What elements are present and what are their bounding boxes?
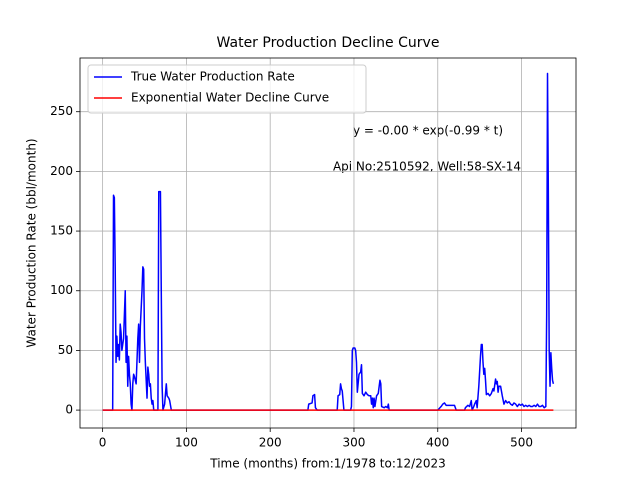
x-axis-label: Time (months) from:1/1978 to:12/2023 (209, 457, 446, 471)
annotation: Api No:2510592, Well:58-SX-14 (333, 160, 521, 174)
y-tick-label: 100 (50, 283, 73, 297)
legend-label: Exponential Water Decline Curve (131, 91, 329, 105)
x-tick-label: 300 (343, 436, 366, 450)
x-tick-label: 200 (259, 436, 282, 450)
chart-title: Water Production Decline Curve (217, 35, 440, 51)
legend-label: True Water Production Rate (130, 70, 295, 84)
y-tick-label: 150 (50, 224, 73, 238)
x-tick-label: 0 (99, 436, 107, 450)
x-tick-label: 400 (426, 436, 449, 450)
y-tick-label: 50 (58, 343, 73, 357)
annotation: y = -0.00 * exp(-0.99 * t) (353, 124, 503, 138)
x-tick-label: 100 (175, 436, 198, 450)
legend-box (87, 64, 367, 114)
y-tick-label: 0 (65, 403, 73, 417)
plot-frame (79, 57, 577, 429)
data-line (102, 72, 555, 411)
x-tick-label: 500 (510, 436, 533, 450)
y-tick-label: 250 (50, 104, 73, 118)
y-axis-label: Water Production Rate (bbl/month) (25, 138, 39, 347)
y-tick-label: 200 (50, 164, 73, 178)
